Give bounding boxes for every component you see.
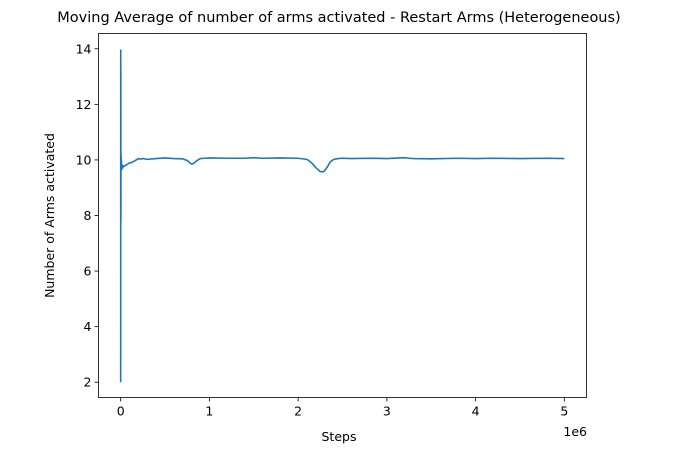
x-tick-label: 2 bbox=[294, 404, 302, 419]
chart-title: Moving Average of number of arms activat… bbox=[57, 10, 620, 26]
y-axis-label: Number of Arms activated bbox=[42, 133, 57, 298]
y-tick-label: 4 bbox=[84, 319, 92, 334]
series-line-0 bbox=[119, 49, 565, 383]
x-tick-label: 1 bbox=[205, 404, 213, 419]
y-tick-label: 6 bbox=[84, 264, 92, 279]
x-tick-label: 5 bbox=[560, 404, 568, 419]
y-tick-label: 2 bbox=[84, 375, 92, 390]
series-layer bbox=[119, 49, 565, 383]
x-axis-label: Steps bbox=[322, 429, 357, 444]
y-tick-label: 8 bbox=[84, 208, 92, 223]
x-tick-label: 0 bbox=[117, 404, 125, 419]
y-axis: 2 4 6 8 10 12 14 bbox=[76, 41, 99, 390]
y-tick-label: 14 bbox=[76, 41, 92, 56]
x-axis-offset-label: 1e6 bbox=[563, 424, 587, 439]
plot-area bbox=[98, 33, 587, 398]
x-tick-label: 4 bbox=[472, 404, 480, 419]
x-tick-label: 3 bbox=[383, 404, 391, 419]
y-tick-label: 10 bbox=[76, 152, 92, 167]
y-tick-label: 12 bbox=[76, 97, 92, 112]
x-axis: 0 1 2 3 4 5 bbox=[117, 397, 568, 419]
